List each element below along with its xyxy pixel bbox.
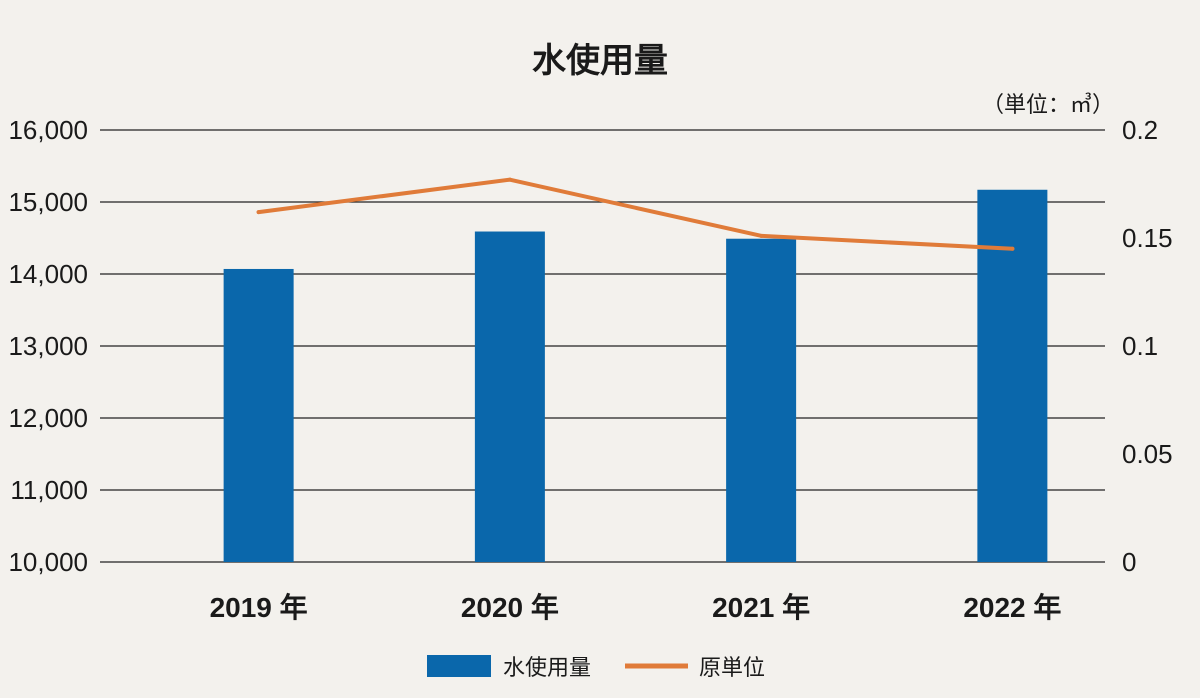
bar: [977, 189, 1048, 562]
right-tick-label: 0.15: [1122, 223, 1173, 253]
line-series: [256, 177, 1015, 251]
chart-title: 水使用量: [532, 41, 668, 81]
legend-bar-label: 水使用量: [503, 656, 591, 681]
left-tick-label: 15,000: [8, 187, 88, 217]
line-path: [256, 177, 1015, 251]
left-tick-label: 11,000: [10, 475, 88, 505]
line-point: [1010, 246, 1015, 251]
bar-series: [223, 189, 1048, 562]
unit-label: （単位：㎥）: [982, 92, 1114, 118]
right-tick-label: 0.05: [1122, 439, 1173, 469]
x-axis-categories: 2019 年 2020 年 2021 年 2022 年: [210, 591, 1062, 623]
bar: [474, 231, 545, 562]
category-label: 2019 年: [210, 591, 308, 623]
right-tick-label: 0.2: [1122, 115, 1158, 145]
bar: [223, 268, 294, 562]
right-tick-label: 0.1: [1122, 331, 1158, 361]
line-point: [507, 177, 512, 182]
legend-bar-swatch: [427, 655, 491, 677]
left-tick-label: 14,000: [8, 259, 88, 289]
left-tick-label: 16,000: [8, 115, 88, 145]
left-axis-ticks: 16,000 15,000 14,000 13,000 12,000 11,000 10,0…: [8, 115, 88, 577]
legend-line-label: 原単位: [699, 656, 765, 681]
right-axis-ticks: 0.2 0.15 0.1 0.05 0: [1122, 115, 1173, 577]
left-tick-label: 10,000: [8, 547, 88, 577]
legend: 水使用量 原単位: [427, 655, 765, 681]
left-tick-label: 13,000: [8, 331, 88, 361]
category-label: 2022 年: [963, 591, 1061, 623]
line-point: [256, 210, 261, 215]
line-point: [759, 233, 764, 238]
bar: [726, 238, 797, 562]
left-tick-label: 12,000: [8, 403, 88, 433]
category-label: 2020 年: [461, 591, 559, 623]
category-label: 2021 年: [712, 591, 810, 623]
right-tick-label: 0: [1122, 547, 1136, 577]
